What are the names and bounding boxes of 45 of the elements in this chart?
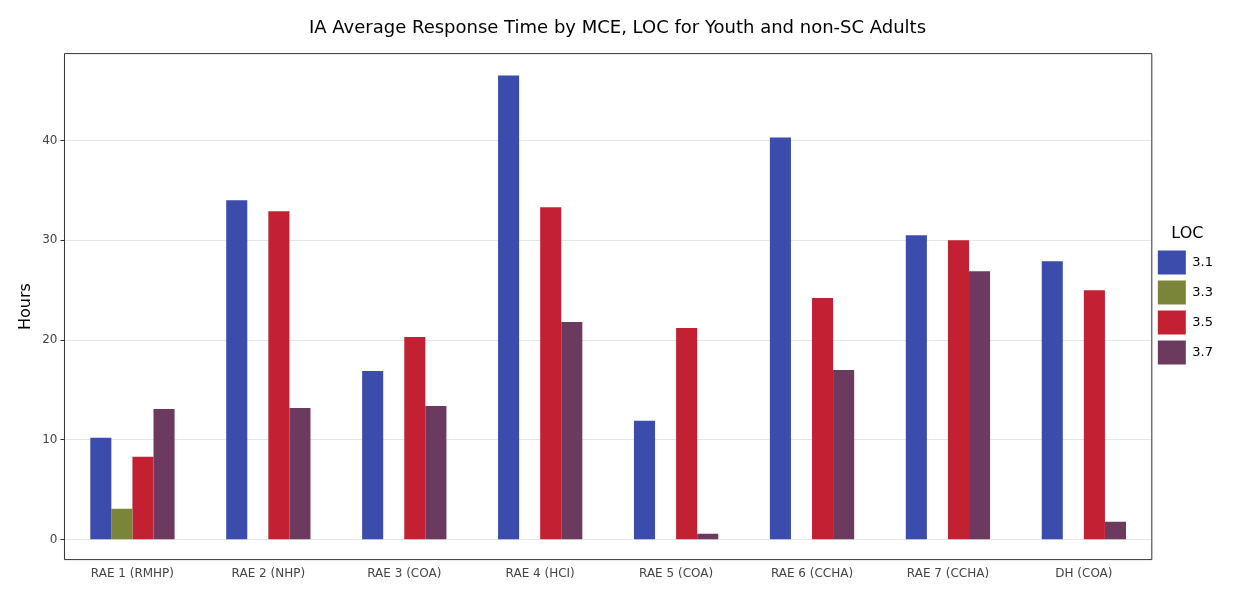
bar xyxy=(905,235,927,540)
bar xyxy=(1041,261,1063,540)
y-tick-label: 30 xyxy=(42,232,58,247)
bar xyxy=(425,405,447,540)
legend-label: 3.3 xyxy=(1192,283,1214,299)
bar xyxy=(289,407,311,540)
bar xyxy=(676,328,698,540)
bar xyxy=(969,271,991,540)
legend-label: 3.1 xyxy=(1192,253,1214,269)
bar xyxy=(498,75,520,540)
chart-title: IA Average Response Time by MCE, LOC for Youth and non-SC Adults xyxy=(308,16,927,38)
bar xyxy=(1104,521,1126,540)
bar xyxy=(947,240,970,540)
y-tick-label: 0 xyxy=(49,531,58,546)
bar xyxy=(90,437,112,540)
x-tick-label: RAE 6 (CCHA) xyxy=(770,565,854,580)
bar xyxy=(833,369,855,540)
bar xyxy=(226,200,248,540)
legend-label: 3.5 xyxy=(1192,313,1214,329)
legend-title: LOC xyxy=(1171,222,1204,242)
legend-label: 3.7 xyxy=(1192,343,1214,359)
x-tick-label: RAE 3 (COA) xyxy=(367,565,442,580)
x-tick-label: RAE 7 (CCHA) xyxy=(906,565,990,580)
y-tick-label: 40 xyxy=(42,132,58,147)
x-tick-label: DH (COA) xyxy=(1055,565,1113,580)
bar xyxy=(1083,290,1105,540)
bar xyxy=(404,337,426,540)
bar xyxy=(268,211,290,540)
y-tick-label: 20 xyxy=(42,332,58,347)
bar xyxy=(132,456,154,540)
bar xyxy=(540,207,562,540)
y-tick-label: 10 xyxy=(42,431,58,446)
bar xyxy=(111,508,133,540)
bar xyxy=(812,298,834,540)
x-tick-label: RAE 4 (HCI) xyxy=(505,565,575,580)
y-axis-title: Hours xyxy=(14,283,34,331)
x-tick-label: RAE 1 (RMHP) xyxy=(90,565,175,580)
bar xyxy=(561,322,583,540)
bar xyxy=(633,420,656,540)
bar xyxy=(153,408,175,540)
x-tick-label: RAE 2 (NHP) xyxy=(231,565,306,580)
x-tick-label: RAE 5 (COA) xyxy=(639,565,714,580)
bar xyxy=(697,533,719,540)
bar xyxy=(769,137,791,540)
bar xyxy=(362,370,384,540)
